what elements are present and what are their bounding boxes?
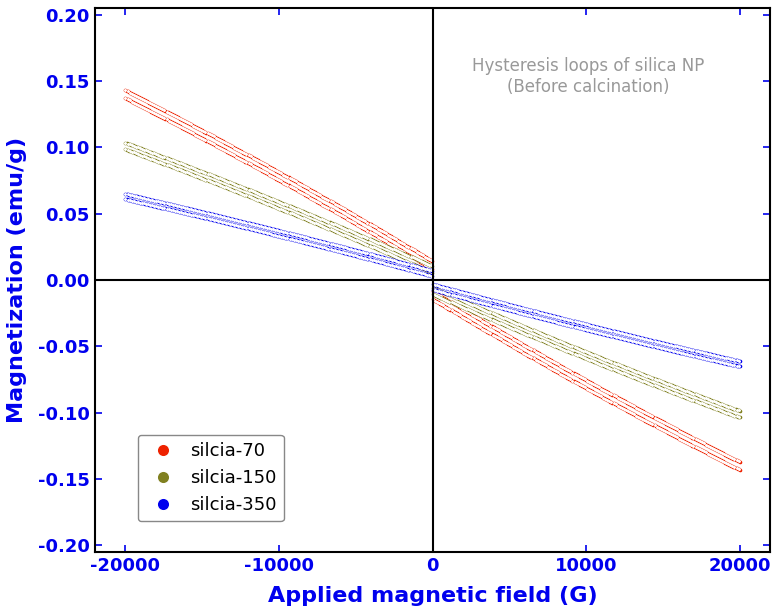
Y-axis label: Magnetization (emu/g): Magnetization (emu/g)	[7, 137, 27, 423]
silcia-350	[735, 357, 744, 365]
silcia-150	[531, 327, 540, 335]
silcia-70	[735, 458, 744, 465]
silcia-70	[531, 348, 540, 356]
silcia-150	[735, 407, 744, 414]
silcia-350	[531, 308, 540, 315]
silcia-70	[279, 171, 288, 178]
silcia-350	[279, 228, 288, 235]
X-axis label: Applied magnetic field (G): Applied magnetic field (G)	[268, 586, 597, 606]
silcia-350	[583, 321, 593, 329]
Line: silcia-350: silcia-350	[124, 193, 740, 362]
silcia-70	[121, 87, 130, 94]
silcia-350	[230, 216, 239, 223]
silcia-150	[230, 180, 239, 188]
silcia-70	[483, 320, 492, 327]
silcia-150	[121, 139, 130, 147]
silcia-350	[483, 295, 492, 303]
silcia-350	[398, 259, 408, 267]
Legend: silcia-70, silcia-150, silcia-350: silcia-70, silcia-150, silcia-350	[137, 435, 284, 521]
silcia-150	[583, 349, 593, 356]
Line: silcia-150: silcia-150	[124, 142, 740, 412]
silcia-150	[279, 200, 288, 207]
silcia-70	[398, 240, 408, 248]
silcia-70	[230, 144, 239, 151]
silcia-150	[398, 249, 408, 257]
silcia-150	[483, 308, 492, 315]
Line: silcia-70: silcia-70	[124, 89, 740, 463]
silcia-70	[583, 378, 593, 385]
Text: Hysteresis loops of silica NP
(Before calcination): Hysteresis loops of silica NP (Before ca…	[472, 57, 704, 96]
silcia-350	[121, 190, 130, 197]
